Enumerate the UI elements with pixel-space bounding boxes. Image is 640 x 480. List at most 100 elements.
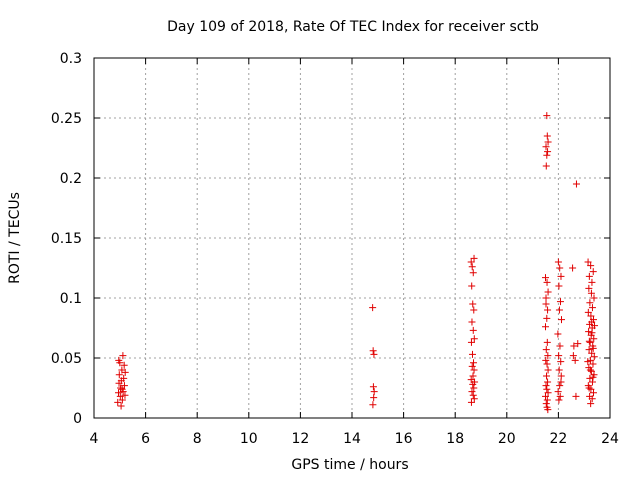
x-tick-label: 6 bbox=[141, 431, 150, 447]
data-point bbox=[468, 282, 476, 290]
data-point bbox=[469, 372, 477, 380]
data-point bbox=[542, 346, 550, 354]
data-point bbox=[587, 312, 595, 320]
data-point bbox=[556, 392, 564, 400]
data-point bbox=[586, 366, 594, 374]
data-point bbox=[369, 304, 377, 312]
x-tick-label: 10 bbox=[240, 431, 258, 447]
data-point bbox=[584, 308, 592, 316]
data-point bbox=[121, 368, 129, 376]
data-point bbox=[543, 385, 551, 393]
data-point bbox=[556, 298, 564, 306]
data-point bbox=[543, 112, 551, 120]
data-point bbox=[469, 391, 477, 399]
x-axis-label: GPS time / hours bbox=[291, 457, 408, 473]
data-point bbox=[554, 258, 562, 266]
data-point bbox=[555, 282, 563, 290]
data-point bbox=[120, 382, 128, 390]
data-point bbox=[570, 342, 578, 350]
data-point bbox=[589, 373, 597, 381]
data-point bbox=[469, 300, 477, 308]
data-point bbox=[555, 396, 563, 404]
data-point bbox=[574, 340, 582, 348]
data-point bbox=[585, 384, 593, 392]
data-point bbox=[370, 394, 378, 402]
data-point bbox=[543, 372, 551, 380]
data-point bbox=[542, 400, 550, 408]
data-point bbox=[555, 306, 563, 314]
data-point bbox=[467, 258, 475, 266]
data-point bbox=[554, 330, 562, 338]
data-point bbox=[470, 306, 478, 314]
data-point bbox=[470, 254, 478, 262]
data-point bbox=[586, 338, 594, 346]
data-point bbox=[543, 396, 551, 404]
data-point bbox=[589, 344, 597, 352]
y-tick-label: 0 bbox=[73, 411, 82, 427]
data-point bbox=[584, 258, 592, 266]
data-point bbox=[589, 360, 597, 368]
data-point bbox=[116, 392, 124, 400]
data-point bbox=[543, 314, 551, 322]
data-point bbox=[471, 378, 479, 386]
grid-lines bbox=[94, 58, 610, 418]
data-point bbox=[369, 401, 377, 409]
data-point bbox=[468, 362, 476, 370]
data-point bbox=[591, 322, 599, 330]
data-point bbox=[468, 388, 476, 396]
data-point bbox=[369, 347, 377, 355]
x-tick-label: 16 bbox=[395, 431, 413, 447]
data-point bbox=[115, 371, 123, 379]
data-point bbox=[544, 306, 552, 314]
data-point bbox=[544, 148, 552, 156]
data-point bbox=[543, 151, 551, 159]
data-point bbox=[543, 360, 551, 368]
data-point bbox=[470, 384, 478, 392]
chart-title: Day 109 of 2018, Rate Of TEC Index for r… bbox=[167, 19, 539, 35]
x-tick-label: 14 bbox=[343, 431, 361, 447]
data-point bbox=[588, 395, 596, 403]
data-point bbox=[467, 338, 475, 346]
data-point bbox=[585, 272, 593, 280]
data-point bbox=[572, 180, 580, 188]
data-point bbox=[119, 352, 127, 360]
data-point bbox=[121, 391, 129, 399]
data-point bbox=[569, 352, 577, 360]
data-point bbox=[555, 352, 563, 360]
data-point bbox=[584, 358, 592, 366]
data-point bbox=[587, 385, 595, 393]
data-point bbox=[542, 323, 549, 331]
x-axis-tick-labels: 4 6 8 10 12 14 16 18 20 22 24 bbox=[90, 431, 619, 447]
data-point bbox=[557, 372, 565, 380]
y-tick-label: 0.05 bbox=[51, 351, 82, 367]
data-point bbox=[115, 356, 123, 364]
data-point bbox=[542, 300, 550, 308]
data-point bbox=[572, 392, 580, 400]
data-point bbox=[542, 382, 550, 390]
data-point bbox=[544, 288, 552, 296]
y-tick-label: 0.2 bbox=[60, 171, 82, 187]
y-tick-label: 0.3 bbox=[60, 51, 82, 67]
data-point bbox=[586, 374, 594, 382]
data-point bbox=[543, 278, 551, 286]
data-point bbox=[571, 356, 579, 364]
data-point bbox=[587, 367, 595, 375]
data-point bbox=[557, 358, 565, 366]
y-tick-label: 0.1 bbox=[60, 291, 82, 307]
data-point bbox=[589, 389, 597, 397]
data-point bbox=[470, 335, 478, 343]
data-point bbox=[585, 328, 593, 336]
data-point bbox=[544, 378, 552, 386]
data-point bbox=[542, 162, 550, 170]
data-point bbox=[542, 294, 550, 302]
data-point bbox=[118, 385, 126, 393]
x-tick-label: 20 bbox=[498, 431, 516, 447]
data-point bbox=[542, 356, 550, 364]
data-point bbox=[585, 346, 593, 354]
data-point bbox=[544, 406, 552, 414]
data-point bbox=[544, 352, 552, 360]
data-point bbox=[588, 329, 596, 337]
data-point bbox=[370, 388, 378, 396]
data-point bbox=[470, 359, 478, 367]
